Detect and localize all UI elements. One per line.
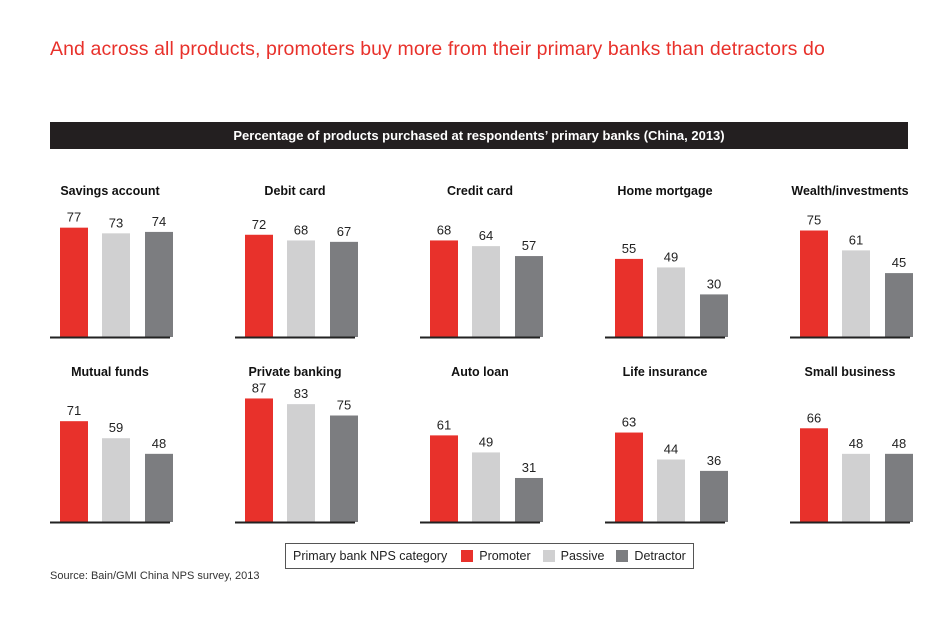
bar-wealth-investments-detractor: [885, 273, 913, 337]
bar-home-mortgage-detractor: [700, 294, 728, 337]
legend-title: Primary bank NPS category: [293, 549, 448, 563]
legend-item-detractor: Detractor: [616, 549, 686, 563]
value-label-small-business-detractor: 48: [892, 436, 906, 451]
panel-title-credit-card: Credit card: [447, 184, 513, 198]
bar-life-insurance-detractor: [700, 470, 728, 522]
bar-private-banking-passive: [287, 404, 315, 522]
value-label-life-insurance-passive: 44: [664, 442, 678, 457]
value-label-debit-card-passive: 68: [294, 222, 308, 237]
value-label-debit-card-detractor: 67: [337, 224, 351, 239]
value-label-auto-loan-detractor: 31: [522, 460, 536, 475]
bar-wealth-investments-promoter: [800, 230, 828, 337]
panel-title-home-mortgage: Home mortgage: [617, 184, 712, 198]
bar-debit-card-promoter: [245, 234, 273, 337]
bar-life-insurance-promoter: [615, 432, 643, 522]
bar-small-business-detractor: [885, 453, 913, 522]
bar-auto-loan-detractor: [515, 477, 543, 522]
panel-title-small-business: Small business: [804, 365, 895, 379]
value-label-mutual-funds-promoter: 71: [67, 403, 81, 418]
value-label-private-banking-passive: 83: [294, 386, 308, 401]
chart-banner: Percentage of products purchased at resp…: [50, 122, 908, 149]
value-label-private-banking-promoter: 87: [252, 380, 266, 395]
legend: Primary bank NPS category Promoter Passi…: [285, 543, 694, 569]
bar-credit-card-promoter: [430, 240, 458, 337]
passive-swatch: [542, 550, 555, 562]
page-headline: And across all products, promoters buy m…: [50, 38, 825, 60]
bar-small-business-passive: [842, 453, 870, 522]
panel-title-auto-loan: Auto loan: [451, 365, 509, 379]
value-label-wealth-investments-detractor: 45: [892, 255, 906, 270]
value-label-small-business-promoter: 66: [807, 410, 821, 425]
legend-label-detractor: Detractor: [634, 549, 686, 563]
bar-credit-card-passive: [472, 246, 500, 337]
bar-mutual-funds-passive: [102, 438, 130, 522]
bar-small-business-promoter: [800, 428, 828, 522]
bar-auto-loan-passive: [472, 452, 500, 522]
bar-private-banking-detractor: [330, 415, 358, 522]
panel-title-wealth-investments: Wealth/investments: [791, 184, 908, 198]
value-label-savings-account-detractor: 74: [152, 214, 166, 229]
value-label-auto-loan-passive: 49: [479, 434, 493, 449]
bar-life-insurance-passive: [657, 459, 685, 522]
bar-mutual-funds-promoter: [60, 421, 88, 522]
bar-debit-card-detractor: [330, 241, 358, 337]
value-label-small-business-passive: 48: [849, 436, 863, 451]
value-label-private-banking-detractor: 75: [337, 398, 351, 413]
legend-item-passive: Passive: [542, 549, 605, 563]
banner-title: Percentage of products purchased at resp…: [233, 128, 725, 143]
legend-item-promoter: Promoter: [461, 549, 531, 563]
value-label-wealth-investments-passive: 61: [849, 232, 863, 247]
value-label-home-mortgage-passive: 49: [664, 249, 678, 264]
value-label-home-mortgage-promoter: 55: [622, 241, 636, 256]
legend-label-passive: Passive: [560, 549, 605, 563]
bar-home-mortgage-promoter: [615, 258, 643, 337]
bar-auto-loan-promoter: [430, 435, 458, 522]
value-label-mutual-funds-detractor: 48: [152, 436, 166, 451]
bar-savings-account-promoter: [60, 227, 88, 337]
value-label-life-insurance-promoter: 63: [622, 415, 636, 430]
value-label-mutual-funds-passive: 59: [109, 420, 123, 435]
legend-label-promoter: Promoter: [479, 549, 531, 563]
bar-credit-card-detractor: [515, 256, 543, 337]
value-label-credit-card-promoter: 68: [437, 222, 451, 237]
value-label-auto-loan-promoter: 61: [437, 417, 451, 432]
source-note: Source: Bain/GMI China NPS survey, 2013: [50, 570, 260, 582]
panel-title-private-banking: Private banking: [248, 365, 341, 379]
promoter-swatch: [461, 550, 474, 562]
value-label-credit-card-passive: 64: [479, 228, 493, 243]
bar-home-mortgage-passive: [657, 267, 685, 337]
value-label-debit-card-promoter: 72: [252, 217, 266, 232]
value-label-savings-account-promoter: 77: [67, 210, 81, 225]
bar-savings-account-passive: [102, 233, 130, 337]
panel-title-mutual-funds: Mutual funds: [71, 365, 149, 379]
value-label-wealth-investments-promoter: 75: [807, 213, 821, 228]
panel-title-debit-card: Debit card: [264, 184, 325, 198]
detractor-swatch: [616, 550, 629, 562]
bar-private-banking-promoter: [245, 398, 273, 522]
value-label-life-insurance-detractor: 36: [707, 453, 721, 468]
panel-title-savings-account: Savings account: [60, 184, 160, 198]
bar-mutual-funds-detractor: [145, 453, 173, 522]
bar-wealth-investments-passive: [842, 250, 870, 337]
bar-debit-card-passive: [287, 240, 315, 337]
bar-savings-account-detractor: [145, 231, 173, 337]
panel-title-life-insurance: Life insurance: [623, 365, 708, 379]
value-label-home-mortgage-detractor: 30: [707, 276, 721, 291]
value-label-savings-account-passive: 73: [109, 215, 123, 230]
value-label-credit-card-detractor: 57: [522, 238, 536, 253]
